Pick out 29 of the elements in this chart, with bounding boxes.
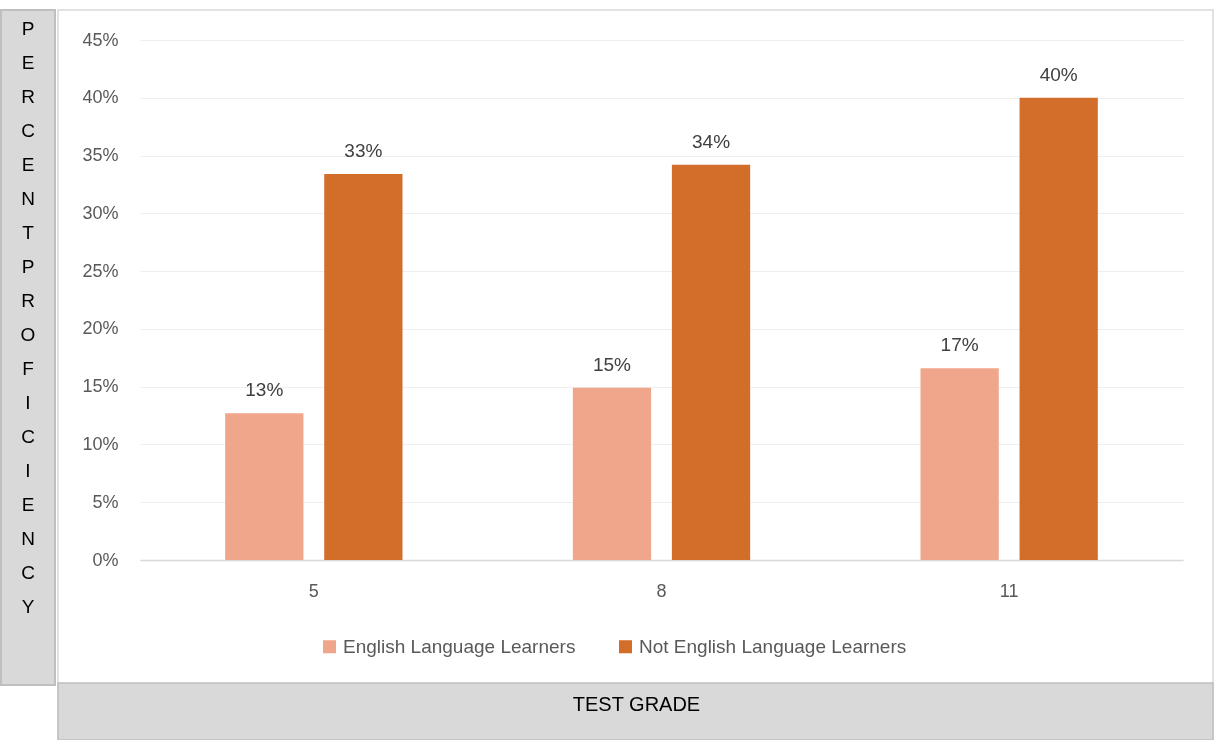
y-tick-label: 5%	[92, 491, 119, 512]
y-tick-label: 40%	[82, 87, 119, 108]
y-tick-label: 20%	[82, 318, 119, 339]
x-tick-label: 5	[308, 580, 319, 601]
data-label: 40%	[1039, 63, 1078, 85]
data-label: 33%	[344, 140, 383, 162]
bar	[1019, 97, 1098, 560]
bar	[671, 164, 751, 560]
y-tick-label: 15%	[82, 376, 119, 397]
y-tick-label: 30%	[82, 202, 119, 223]
y-tick-label: 0%	[92, 549, 119, 570]
y-tick-label: 45%	[82, 29, 119, 50]
bar	[572, 387, 652, 560]
data-label: 34%	[692, 130, 731, 152]
y-tick-label: 25%	[82, 260, 119, 281]
data-label: 17%	[940, 334, 979, 356]
legend-label: English Language Learners	[343, 635, 576, 657]
legend-label: Not English Language Learners	[639, 635, 907, 657]
bar	[324, 174, 403, 560]
x-tick-label: 11	[999, 580, 1019, 601]
data-label: 15%	[592, 353, 632, 375]
y-tick-label: 35%	[82, 145, 119, 166]
x-axis-title: TEST GRADE	[572, 693, 701, 715]
y-tick-label: 10%	[82, 433, 119, 454]
bar	[225, 413, 304, 560]
text: PERCENT PROFICIENCY	[20, 18, 36, 617]
data-label: 13%	[245, 379, 284, 401]
x-tick-label: 8	[656, 580, 667, 601]
bar	[920, 368, 999, 560]
